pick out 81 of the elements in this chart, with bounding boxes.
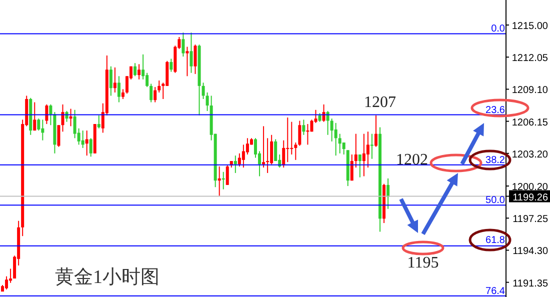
annotation: 黄金1小时图 bbox=[55, 267, 160, 288]
candlestick bbox=[218, 166, 221, 196]
candlestick bbox=[334, 122, 338, 156]
candlestick bbox=[73, 109, 76, 139]
candlestick bbox=[37, 118, 40, 132]
candlestick bbox=[374, 114, 378, 148]
candlestick bbox=[338, 133, 342, 154]
candlestick bbox=[41, 119, 44, 141]
candlestick bbox=[266, 138, 270, 174]
candlestick bbox=[89, 138, 92, 158]
candlestick bbox=[238, 152, 241, 167]
y-tick-label: 1191.35 bbox=[512, 278, 548, 290]
y-tick-label: 1199.26 bbox=[512, 192, 548, 204]
annotation: 76.4 bbox=[486, 286, 506, 297]
candlestick bbox=[166, 60, 169, 86]
candlestick bbox=[194, 44, 197, 74]
y-tick-label: 1197.25 bbox=[512, 214, 548, 226]
candlestick bbox=[97, 114, 100, 129]
candlestick bbox=[362, 133, 366, 177]
annotation: 0.0 bbox=[491, 24, 506, 35]
candlestick bbox=[342, 142, 346, 155]
annotation: 23.6 bbox=[486, 104, 506, 116]
candlestick bbox=[121, 88, 124, 100]
annotation: 1207 bbox=[364, 94, 396, 112]
candlestick bbox=[242, 144, 245, 168]
candlestick bbox=[270, 134, 274, 165]
candlestick bbox=[134, 62, 137, 77]
annotation: 38.2 bbox=[486, 154, 506, 166]
candlestick bbox=[330, 118, 334, 142]
candlestick bbox=[150, 83, 153, 103]
candlestick bbox=[326, 110, 330, 136]
candlestick bbox=[170, 58, 173, 72]
candlestick bbox=[322, 104, 326, 122]
candlestick bbox=[202, 82, 205, 100]
candlestick bbox=[294, 142, 298, 160]
candlestick bbox=[61, 104, 64, 132]
candlestick bbox=[222, 171, 225, 190]
candlestick bbox=[85, 130, 88, 156]
candlestick bbox=[298, 120, 302, 146]
candlestick bbox=[234, 155, 237, 174]
candlestick bbox=[262, 126, 266, 168]
candlestick bbox=[358, 154, 362, 178]
annotation: 61.8 bbox=[486, 234, 506, 246]
annotation: 1202 bbox=[396, 151, 428, 168]
candlestick bbox=[117, 76, 120, 103]
y-tick-label: 1209.10 bbox=[512, 85, 548, 96]
y-tick-label: 1212.05 bbox=[512, 53, 548, 64]
candlestick bbox=[206, 92, 209, 112]
annotation: 50.0 bbox=[486, 195, 506, 206]
candlestick bbox=[5, 276, 8, 290]
candlestick bbox=[354, 133, 358, 168]
y-tick-label: 1203.20 bbox=[512, 149, 548, 160]
y-tick-label: 1215.00 bbox=[512, 21, 548, 32]
candlestick bbox=[45, 104, 48, 125]
candlestick bbox=[33, 102, 36, 132]
candlestick bbox=[113, 66, 116, 93]
y-tick-label: 1194.30 bbox=[512, 246, 548, 258]
candlestick bbox=[190, 32, 193, 74]
candlestick bbox=[386, 178, 390, 210]
y-tick-label: 1206.15 bbox=[512, 117, 548, 128]
y-tick-label: 1200.20 bbox=[512, 182, 548, 194]
candlestick bbox=[109, 66, 112, 96]
candlestick bbox=[282, 140, 286, 168]
candlestick bbox=[226, 164, 229, 186]
candlestick bbox=[302, 119, 306, 136]
candlestick bbox=[370, 133, 374, 160]
candlestick bbox=[306, 124, 310, 146]
candlestick bbox=[182, 32, 185, 58]
candlestick bbox=[158, 80, 161, 93]
candlestick bbox=[81, 130, 84, 148]
candlestick bbox=[154, 86, 157, 103]
candlestick bbox=[69, 108, 72, 127]
candlestick bbox=[286, 116, 290, 163]
candlestick bbox=[146, 72, 149, 88]
candlestick bbox=[57, 124, 60, 148]
candlestick bbox=[366, 131, 370, 168]
candlestick bbox=[49, 104, 52, 126]
annotation: 1195 bbox=[407, 254, 439, 272]
candlestick bbox=[138, 64, 141, 80]
candlestick bbox=[186, 46, 189, 77]
candlestick bbox=[290, 121, 294, 155]
